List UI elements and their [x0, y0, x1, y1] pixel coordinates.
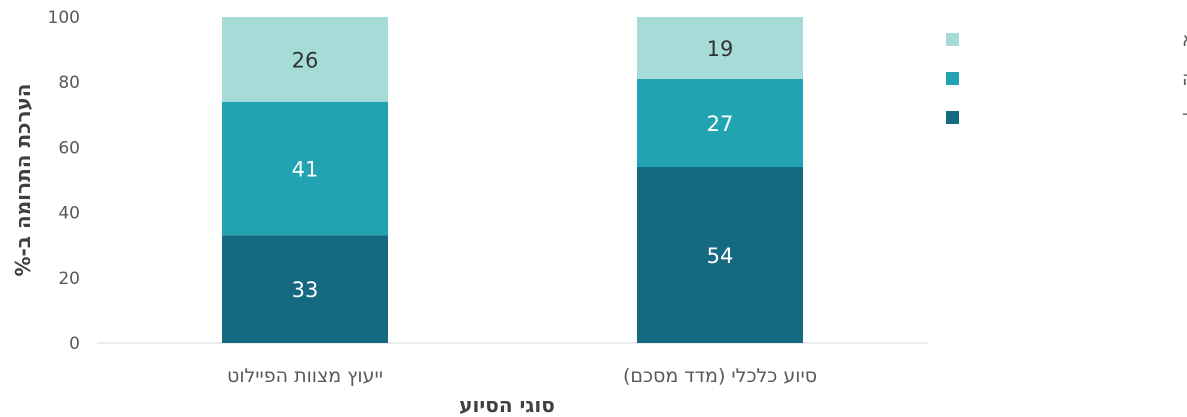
data-label: 54 — [707, 244, 734, 268]
legend-swatch — [946, 72, 959, 85]
bar-segment — [222, 235, 388, 343]
bar-segment — [222, 17, 388, 102]
x-axis-categories: ייעוץ מצוות הפיילוט סיוע כלכלי (מדד מסכם) — [227, 365, 817, 387]
data-label: 19 — [707, 37, 734, 61]
y-axis: 0 20 40 60 80 100 — [48, 8, 80, 354]
y-tick-label: 40 — [58, 204, 80, 224]
y-axis-title: הערכת התרומה ב-% — [11, 83, 35, 276]
legend-entry-label: מידה מועטה או בכלל לא — [1182, 29, 1187, 51]
bar-segment — [637, 17, 803, 79]
data-label: 26 — [292, 48, 319, 72]
y-tick-label: 20 — [58, 269, 80, 289]
y-tick-label: 80 — [58, 73, 80, 93]
legend-entry-label: מידה רבה — [1182, 68, 1187, 90]
x-category-label: ייעוץ מצוות הפיילוט — [227, 365, 383, 387]
bar-segment — [637, 78, 803, 167]
legend-swatch — [946, 33, 959, 46]
data-label: 33 — [292, 278, 319, 302]
legend-entry-label: מידה רבה מאוד — [1182, 107, 1187, 129]
bar-segment — [637, 166, 803, 343]
bar-segment — [222, 101, 388, 236]
x-category-label: סיוע כלכלי (מדד מסכם) — [623, 365, 817, 387]
data-label: 41 — [292, 158, 319, 182]
y-tick-label: 0 — [69, 334, 80, 354]
x-axis-title: סוגי הסיוע — [459, 393, 555, 417]
bars: 33 41 26 54 27 19 — [222, 17, 803, 343]
y-tick-label: 100 — [48, 8, 80, 28]
legend: מידה מועטה או בכלל לא מידה רבה מידה רבה מא… — [946, 29, 1187, 129]
legend-swatch — [946, 111, 959, 124]
y-tick-label: 60 — [58, 138, 80, 158]
data-label: 27 — [707, 112, 734, 136]
